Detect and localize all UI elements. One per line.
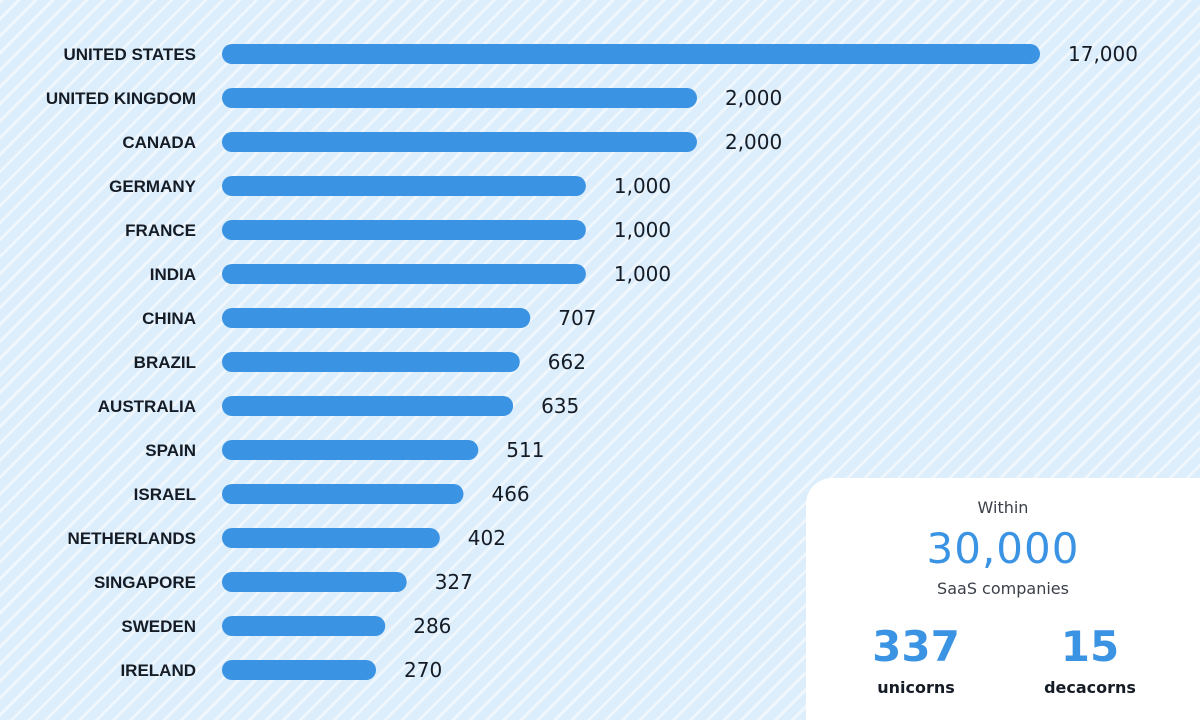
value-label: 1,000 <box>614 262 671 286</box>
summary-card: Within 30,000 SaaS companies 337 unicorn… <box>806 478 1200 720</box>
bar <box>222 396 514 416</box>
category-label: BRAZIL <box>134 353 196 372</box>
category-label: IRELAND <box>120 661 196 680</box>
value-label: 286 <box>413 614 451 638</box>
decacorns-count: 15 <box>1060 622 1120 671</box>
bar <box>222 352 520 372</box>
category-label: UNITED KINGDOM <box>46 89 196 108</box>
bar <box>222 44 1040 64</box>
value-label: 327 <box>435 570 473 594</box>
value-label: 402 <box>468 526 506 550</box>
value-label: 635 <box>541 394 579 418</box>
value-label: 270 <box>404 658 442 682</box>
total-companies-label: SaaS companies <box>937 579 1069 598</box>
bar <box>222 88 697 108</box>
bar <box>222 572 407 592</box>
category-label: NETHERLANDS <box>68 529 196 548</box>
category-label: SWEDEN <box>121 617 196 636</box>
value-label: 1,000 <box>614 218 671 242</box>
category-label: CHINA <box>142 309 196 328</box>
unicorns-label: unicorns <box>877 678 955 697</box>
category-label: GERMANY <box>109 177 197 196</box>
value-label: 662 <box>548 350 586 374</box>
category-label: FRANCE <box>125 221 196 240</box>
category-label: UNITED STATES <box>63 45 196 64</box>
value-label: 2,000 <box>725 86 782 110</box>
bar <box>222 484 464 504</box>
unicorns-count: 337 <box>872 622 960 671</box>
bar <box>222 132 697 152</box>
within-label: Within <box>977 498 1029 517</box>
value-label: 1,000 <box>614 174 671 198</box>
total-companies-value: 30,000 <box>926 524 1080 573</box>
category-label: SPAIN <box>145 441 196 460</box>
value-label: 17,000 <box>1068 42 1138 66</box>
value-label: 511 <box>506 438 544 462</box>
category-label: AUSTRALIA <box>98 397 196 416</box>
bar <box>222 440 479 460</box>
value-label: 466 <box>491 482 529 506</box>
bar <box>222 308 531 328</box>
bar <box>222 264 586 284</box>
category-label: INDIA <box>150 265 196 284</box>
bar <box>222 660 376 680</box>
bar <box>222 616 386 636</box>
value-label: 707 <box>558 306 596 330</box>
category-label: ISRAEL <box>134 485 196 504</box>
category-label: SINGAPORE <box>94 573 196 592</box>
bar <box>222 528 440 548</box>
category-label: CANADA <box>122 133 196 152</box>
value-label: 2,000 <box>725 130 782 154</box>
bar <box>222 220 586 240</box>
decacorns-label: decacorns <box>1044 678 1136 697</box>
bar <box>222 176 586 196</box>
